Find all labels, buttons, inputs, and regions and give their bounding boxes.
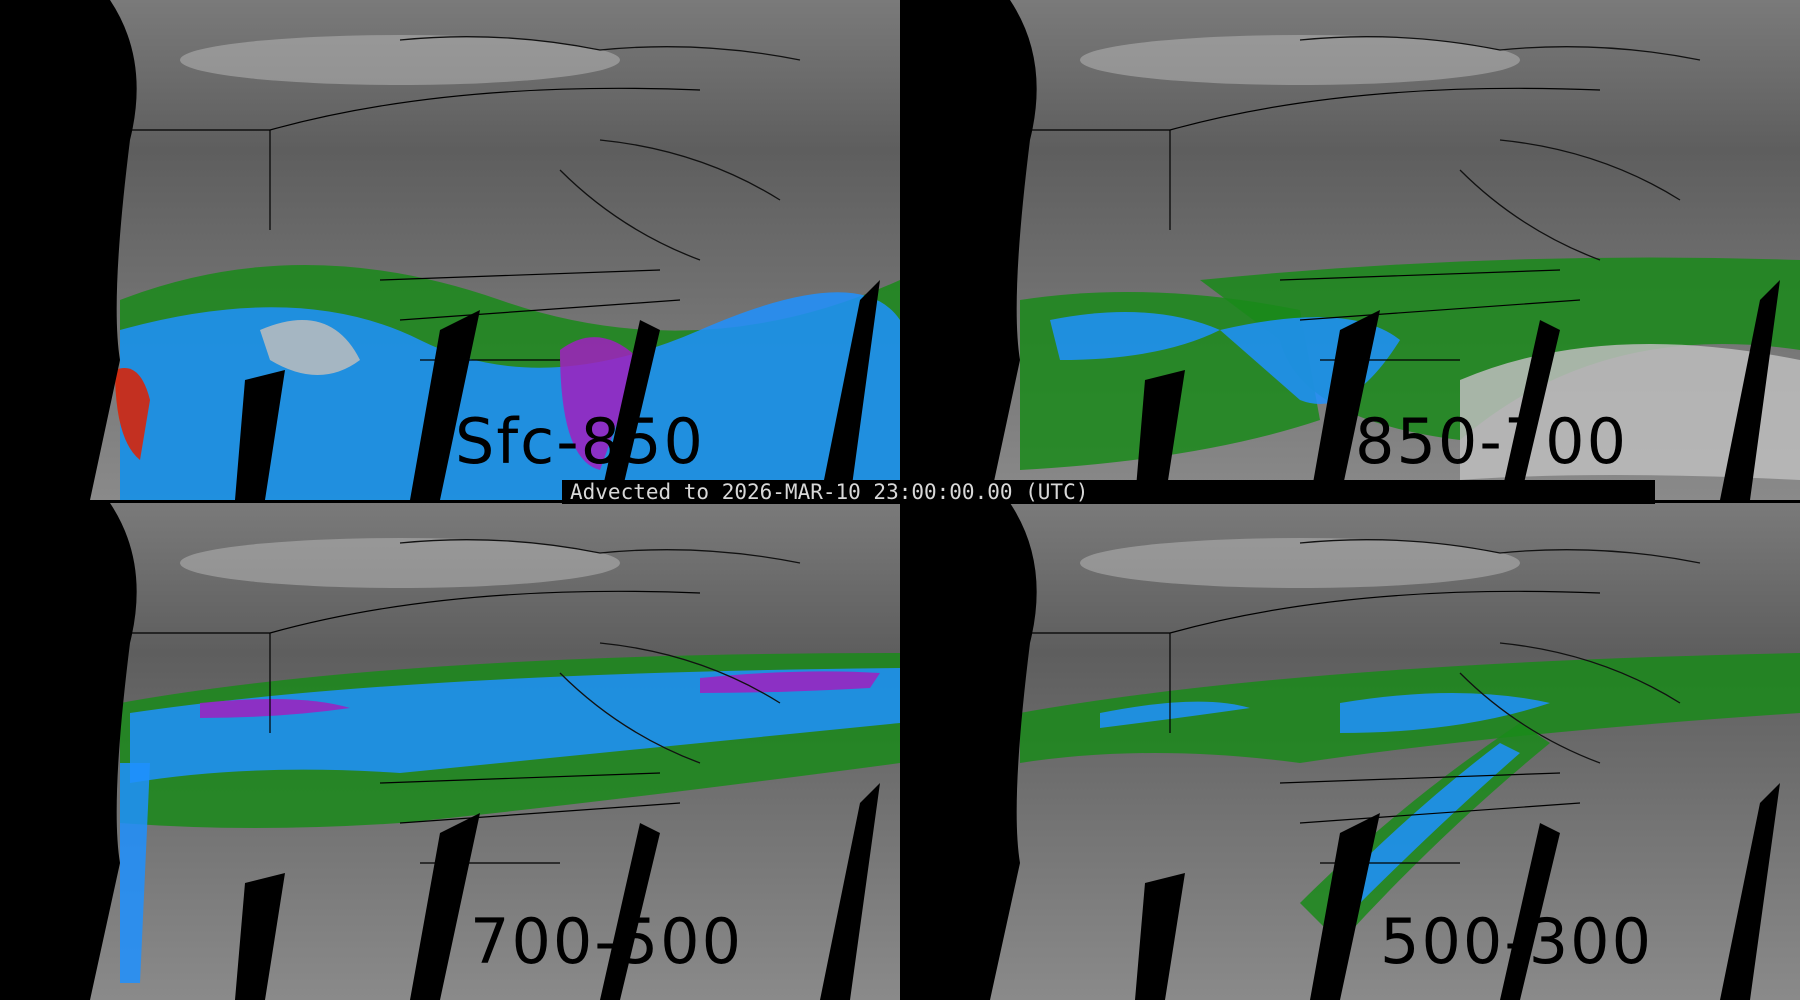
panel-850-700 <box>900 0 1800 500</box>
satellite-moisture-image <box>900 503 1800 1000</box>
panel-700-500 <box>0 503 900 1000</box>
layer-label: 850-700 <box>1355 405 1629 478</box>
border-lines <box>1030 590 1601 864</box>
satellite-moisture-image <box>900 0 1800 500</box>
earth-edge-mask <box>900 503 1037 1000</box>
moisture-band <box>1050 312 1220 360</box>
layer-label: 500-300 <box>1380 905 1654 978</box>
cloud-band <box>180 538 620 588</box>
earth-edge-mask <box>0 503 137 1000</box>
border-lines <box>130 87 701 361</box>
panel-500-300 <box>900 503 1800 1000</box>
satellite-moisture-image <box>0 503 900 1000</box>
moisture-band <box>560 337 640 470</box>
moisture-band <box>200 699 350 718</box>
panel-sfc-850 <box>0 0 900 500</box>
layer-label: Sfc-850 <box>455 405 705 478</box>
moisture-band <box>700 671 880 693</box>
border-lines <box>1030 87 1601 361</box>
coastline <box>1299 539 1701 764</box>
cloud-band <box>1080 35 1520 85</box>
advection-time-banner: Advected to 2026-MAR-10 23:00:00.00 (UTC… <box>562 480 1655 504</box>
coastline <box>399 36 801 261</box>
earth-edge-mask <box>0 0 137 500</box>
moisture-band <box>260 320 360 375</box>
coastline <box>399 539 801 764</box>
moisture-band <box>120 763 150 983</box>
layer-label: 700-500 <box>470 905 744 978</box>
coastline <box>1299 36 1701 261</box>
moisture-band <box>1330 743 1520 913</box>
border-lines <box>130 590 701 864</box>
cloud-band <box>1080 538 1520 588</box>
satellite-moisture-image <box>0 0 900 500</box>
earth-edge-mask <box>900 0 1037 500</box>
moisture-band <box>115 368 150 460</box>
moisture-band <box>130 668 900 783</box>
cloud-band <box>180 35 620 85</box>
moisture-band <box>1100 701 1250 728</box>
moisture-band <box>1340 693 1550 733</box>
